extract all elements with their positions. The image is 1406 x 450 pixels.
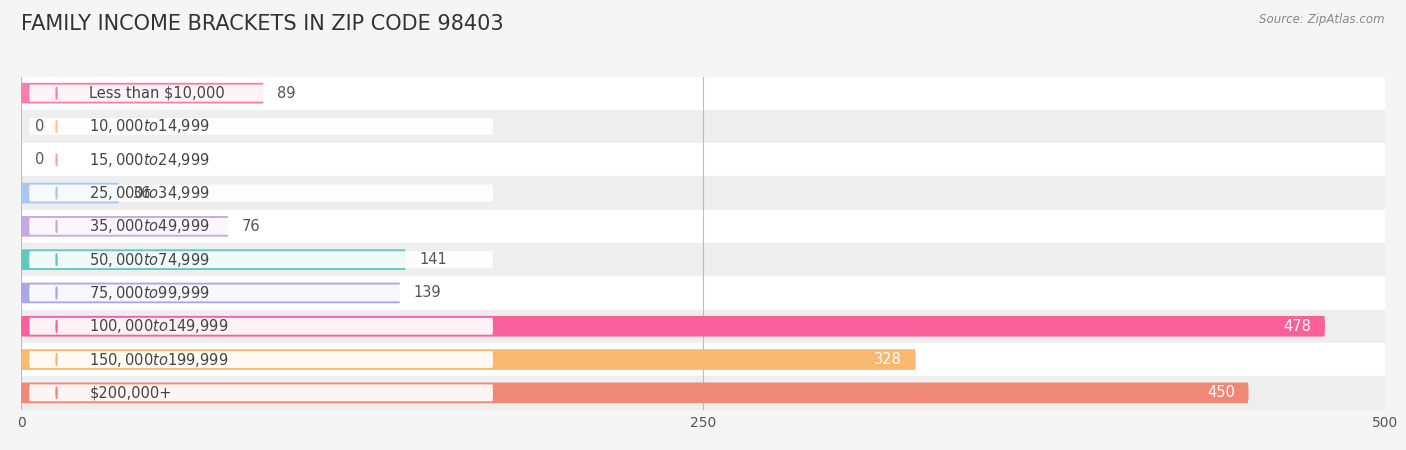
Bar: [21, 110, 1385, 143]
Text: 76: 76: [242, 219, 260, 234]
Text: 141: 141: [419, 252, 447, 267]
FancyBboxPatch shape: [30, 218, 494, 235]
Text: Less than $10,000: Less than $10,000: [90, 86, 225, 101]
Text: $25,000 to $34,999: $25,000 to $34,999: [90, 184, 209, 202]
Bar: [21, 210, 1385, 243]
Text: $15,000 to $24,999: $15,000 to $24,999: [90, 151, 209, 169]
Text: 450: 450: [1206, 385, 1234, 400]
FancyBboxPatch shape: [30, 351, 494, 368]
Text: $150,000 to $199,999: $150,000 to $199,999: [90, 351, 229, 369]
FancyBboxPatch shape: [30, 151, 494, 168]
Text: FAMILY INCOME BRACKETS IN ZIP CODE 98403: FAMILY INCOME BRACKETS IN ZIP CODE 98403: [21, 14, 503, 33]
Text: 139: 139: [413, 285, 441, 301]
FancyBboxPatch shape: [21, 349, 915, 370]
Bar: [21, 243, 1385, 276]
Text: $200,000+: $200,000+: [90, 385, 172, 400]
Bar: [21, 276, 1385, 310]
Bar: [21, 143, 1385, 176]
Text: $50,000 to $74,999: $50,000 to $74,999: [90, 251, 209, 269]
FancyBboxPatch shape: [30, 118, 494, 135]
Bar: [21, 76, 1385, 110]
FancyBboxPatch shape: [21, 283, 401, 303]
Text: Source: ZipAtlas.com: Source: ZipAtlas.com: [1260, 14, 1385, 27]
Text: 36: 36: [134, 185, 152, 201]
Bar: [21, 176, 1385, 210]
FancyBboxPatch shape: [21, 249, 406, 270]
FancyBboxPatch shape: [30, 318, 494, 335]
Text: 0: 0: [35, 152, 44, 167]
FancyBboxPatch shape: [30, 85, 494, 102]
FancyBboxPatch shape: [21, 183, 120, 203]
FancyBboxPatch shape: [21, 382, 1249, 403]
Text: 478: 478: [1284, 319, 1312, 334]
Text: $35,000 to $49,999: $35,000 to $49,999: [90, 217, 209, 235]
Text: 89: 89: [277, 86, 297, 101]
Text: $100,000 to $149,999: $100,000 to $149,999: [90, 317, 229, 335]
Text: $10,000 to $14,999: $10,000 to $14,999: [90, 117, 209, 135]
Text: 328: 328: [875, 352, 903, 367]
Text: $75,000 to $99,999: $75,000 to $99,999: [90, 284, 209, 302]
FancyBboxPatch shape: [21, 316, 1324, 337]
FancyBboxPatch shape: [30, 251, 494, 268]
Text: 0: 0: [35, 119, 44, 134]
FancyBboxPatch shape: [30, 284, 494, 302]
FancyBboxPatch shape: [30, 184, 494, 202]
Bar: [21, 310, 1385, 343]
FancyBboxPatch shape: [21, 83, 264, 104]
Bar: [21, 376, 1385, 410]
Bar: [21, 343, 1385, 376]
FancyBboxPatch shape: [21, 216, 228, 237]
FancyBboxPatch shape: [30, 384, 494, 401]
